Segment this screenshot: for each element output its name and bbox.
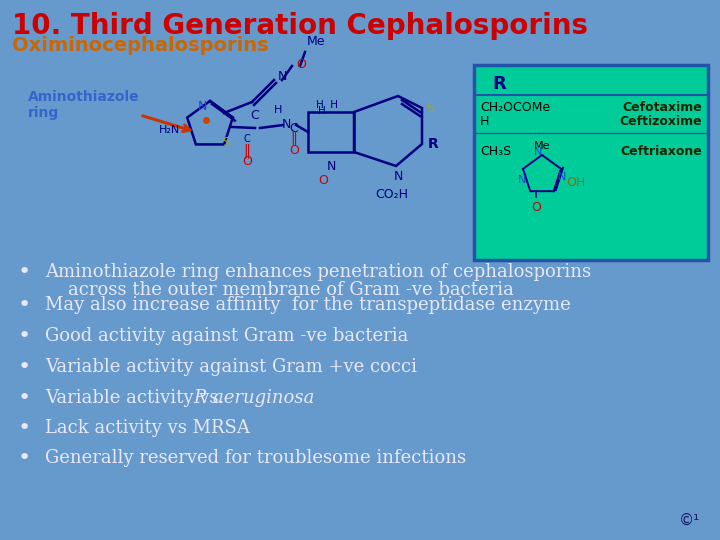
Text: CH₃S: CH₃S [480, 145, 511, 158]
Text: N: N [534, 147, 542, 157]
Text: N: N [278, 71, 287, 84]
Text: O: O [296, 57, 306, 71]
Text: Aminothiazole ring enhances penetration of cephalosporins: Aminothiazole ring enhances penetration … [45, 263, 591, 281]
Text: N: N [393, 170, 402, 183]
Text: •: • [18, 262, 31, 282]
Text: O: O [242, 155, 252, 168]
Text: H₂N: H₂N [158, 125, 180, 135]
Text: O: O [289, 144, 299, 157]
Text: C: C [251, 109, 259, 122]
Text: •: • [18, 326, 31, 346]
Text: N: N [197, 100, 207, 113]
Text: R: R [492, 75, 505, 93]
Text: R: R [428, 137, 438, 151]
Text: H: H [318, 106, 325, 116]
Text: across the outer membrane of Gram -ve bacteria: across the outer membrane of Gram -ve ba… [45, 281, 514, 299]
Text: 10. Third Generation Cephalosporins: 10. Third Generation Cephalosporins [12, 12, 588, 40]
Text: Me: Me [307, 35, 325, 48]
Text: C: C [243, 134, 251, 144]
Text: N: N [326, 160, 336, 173]
Text: •: • [18, 357, 31, 377]
Text: •: • [18, 295, 31, 315]
Text: N: N [282, 118, 291, 131]
Text: O: O [531, 201, 541, 214]
Text: N: N [558, 172, 567, 182]
Text: Oximinocephalosporins: Oximinocephalosporins [12, 36, 269, 55]
Text: Good activity against Gram -ve bacteria: Good activity against Gram -ve bacteria [45, 327, 408, 345]
Text: C: C [289, 122, 298, 134]
Text: ‖: ‖ [243, 144, 251, 159]
Text: H: H [480, 115, 490, 128]
Text: Ceftriaxone: Ceftriaxone [620, 145, 702, 158]
Text: Generally reserved for troublesome infections: Generally reserved for troublesome infec… [45, 449, 466, 467]
Text: Aminothiazole
ring: Aminothiazole ring [28, 90, 140, 120]
Text: •: • [18, 418, 31, 438]
Text: May also increase affinity  for the transpeptidase enzyme: May also increase affinity for the trans… [45, 296, 571, 314]
Text: Variable activity against Gram +ve cocci: Variable activity against Gram +ve cocci [45, 358, 417, 376]
FancyBboxPatch shape [474, 65, 708, 260]
Text: ‖: ‖ [291, 131, 297, 145]
Text: O: O [318, 174, 328, 187]
Text: CO₂H: CO₂H [376, 188, 408, 201]
Text: Ceftizoxime: Ceftizoxime [619, 115, 702, 128]
Text: S: S [222, 137, 230, 150]
Text: H: H [274, 105, 282, 115]
Text: H  H: H H [316, 100, 338, 110]
Text: ©¹: ©¹ [679, 512, 700, 528]
Text: P. aeruginosa: P. aeruginosa [193, 389, 315, 407]
Text: Cefotaxime: Cefotaxime [622, 101, 702, 114]
Text: •: • [18, 448, 31, 468]
Bar [308, 112, 354, 152]
Text: S: S [426, 102, 434, 114]
Text: N: N [518, 175, 526, 185]
Text: •: • [18, 388, 31, 408]
Text: CH₂OCOMe: CH₂OCOMe [480, 101, 550, 114]
Text: Lack activity vs MRSA: Lack activity vs MRSA [45, 419, 250, 437]
Text: Me: Me [534, 141, 550, 151]
Text: Variable activity vs.: Variable activity vs. [45, 389, 230, 407]
Text: OH: OH [566, 177, 585, 190]
